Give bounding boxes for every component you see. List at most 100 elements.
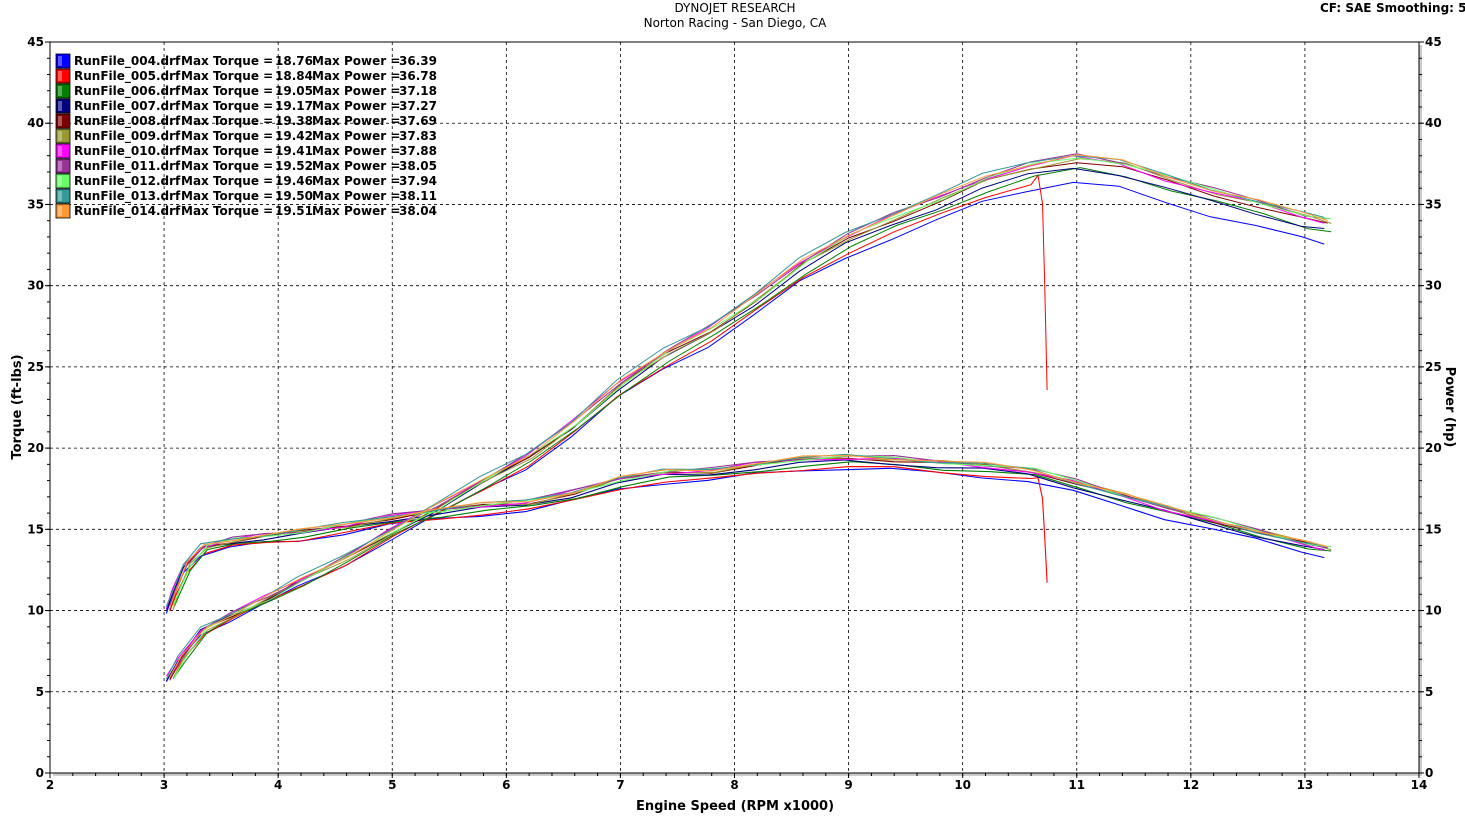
legend-power-label: Max Power = [312, 159, 400, 173]
legend-swatch [55, 113, 71, 129]
legend-run-name: RunFile_011.drf [74, 159, 181, 174]
y-tick-label: 20 [27, 441, 44, 455]
legend-power-value: 36.39 [399, 54, 437, 68]
torque-line-RunFile_007.drf [165, 459, 1325, 610]
legend-power-value: 36.78 [399, 69, 437, 83]
legend-swatch [55, 158, 71, 174]
legend-power-label: Max Power = [312, 69, 400, 83]
curves [165, 153, 1332, 683]
legend-power-value: 37.27 [399, 99, 437, 113]
y2-tick-label: 10 [1425, 604, 1442, 618]
y2-tick-label: 20 [1425, 441, 1442, 455]
x-axis-label: Engine Speed (RPM x1000) [636, 799, 834, 814]
legend-run-name: RunFile_014.drf [74, 204, 181, 219]
legend-swatch [55, 53, 71, 69]
legend-run-name: RunFile_013.drf [74, 189, 181, 204]
y-tick-label: 30 [27, 279, 44, 293]
legend-swatch-highlight [58, 101, 62, 111]
legend-torque-value: 19.46 [275, 174, 313, 188]
y-tick-label: 0 [36, 766, 44, 780]
y-tick-label: 5 [36, 685, 44, 699]
legend-power-label: Max Power = [312, 54, 400, 68]
legend-torque-value: 18.84 [275, 69, 313, 83]
chart-subtitle: Norton Racing - San Diego, CA [644, 16, 828, 30]
x-tick-label: 6 [502, 778, 510, 792]
y2-tick-label: 15 [1425, 522, 1442, 536]
legend-power-label: Max Power = [312, 189, 400, 203]
legend-power-label: Max Power = [312, 144, 400, 158]
legend-power-value: 37.69 [399, 114, 437, 128]
legend-swatch-highlight [58, 176, 62, 186]
legend-swatch-highlight [58, 56, 62, 66]
legend-torque-value: 18.76 [275, 54, 313, 68]
x-tick-label: 8 [730, 778, 738, 792]
legend-run-name: RunFile_012.drf [74, 174, 181, 189]
legend-run-name: RunFile_009.drf [74, 129, 181, 144]
legend-power-value: 38.05 [399, 159, 437, 173]
legend-swatch [55, 83, 71, 99]
smoothing-label: Smoothing: 5 [1376, 1, 1465, 15]
legend-power-value: 38.04 [399, 204, 437, 218]
x-tick-label: 14 [1411, 778, 1428, 792]
legend-torque-value: 19.50 [275, 189, 313, 203]
legend-power-value: 37.88 [399, 144, 437, 158]
y-axis-ticks: 0 5 10 15 20 25 30 35 40 45 [27, 35, 50, 780]
legend-swatch [55, 188, 71, 204]
torque-line-RunFile_005.drf [169, 466, 1048, 612]
y-tick-label: 45 [27, 35, 44, 49]
x-tick-label: 9 [844, 778, 852, 792]
x-tick-label: 13 [1297, 778, 1314, 792]
legend-power-label: Max Power = [312, 99, 400, 113]
legend-torque-label: Max Torque = [181, 144, 273, 158]
legend-power-label: Max Power = [312, 204, 400, 218]
x-tick-label: 5 [388, 778, 396, 792]
legend-run-name: RunFile_006.drf [74, 84, 181, 99]
y2-tick-label: 5 [1425, 685, 1433, 699]
legend-swatch [55, 128, 71, 144]
legend-torque-label: Max Torque = [181, 99, 273, 113]
legend-run-name: RunFile_008.drf [74, 114, 181, 129]
legend-run-name: RunFile_005.drf [74, 69, 181, 84]
legend-torque-value: 19.41 [275, 144, 313, 158]
y2-axis-label: Power (hp) [1442, 367, 1457, 448]
y2-tick-label: 40 [1425, 116, 1442, 130]
legend-power-label: Max Power = [312, 129, 400, 143]
legend-torque-label: Max Torque = [181, 114, 273, 128]
legend-torque-value: 19.17 [275, 99, 313, 113]
x-axis-ticks: 2 3 4 5 6 7 8 9 10 11 12 13 14 [46, 773, 1428, 792]
legend-torque-label: Max Torque = [181, 204, 273, 218]
legend-swatch-highlight [58, 71, 62, 81]
y-axis-label: Torque (ft-lbs) [10, 354, 25, 459]
legend-run-name: RunFile_010.drf [74, 144, 181, 159]
legend-torque-label: Max Torque = [181, 69, 273, 83]
legend-torque-value: 19.38 [275, 114, 313, 128]
y2-axis-ticks: 0 5 10 15 20 25 30 35 40 45 [1419, 35, 1442, 780]
x-tick-label: 2 [46, 778, 54, 792]
legend-swatch-highlight [58, 146, 62, 156]
legend-swatch-highlight [58, 161, 62, 171]
legend-torque-label: Max Torque = [181, 129, 273, 143]
y-tick-label: 15 [27, 522, 44, 536]
x-tick-label: 7 [616, 778, 624, 792]
y2-tick-label: 25 [1425, 360, 1442, 374]
y-tick-label: 35 [27, 197, 44, 211]
legend-torque-label: Max Torque = [181, 84, 273, 98]
y2-tick-label: 0 [1425, 766, 1433, 780]
legend-swatch [55, 173, 71, 189]
torque-line-RunFile_006.drf [172, 461, 1332, 610]
legend-swatch [55, 143, 71, 159]
legend-swatch [55, 98, 71, 114]
x-tick-label: 4 [274, 778, 282, 792]
chart-title: DYNOJET RESEARCH [674, 1, 795, 15]
legend-swatch-highlight [58, 131, 62, 141]
legend-power-value: 37.83 [399, 129, 437, 143]
y-tick-label: 40 [27, 116, 44, 130]
legend-power-value: 38.11 [399, 189, 437, 203]
legend-run-name: RunFile_007.drf [74, 99, 181, 114]
power-line-RunFile_012.drf [172, 157, 1332, 680]
cf-label: CF: SAE [1320, 1, 1371, 15]
legend-torque-value: 19.52 [275, 159, 313, 173]
legend-swatch-highlight [58, 86, 62, 96]
legend-swatch-highlight [58, 116, 62, 126]
legend-power-label: Max Power = [312, 174, 400, 188]
